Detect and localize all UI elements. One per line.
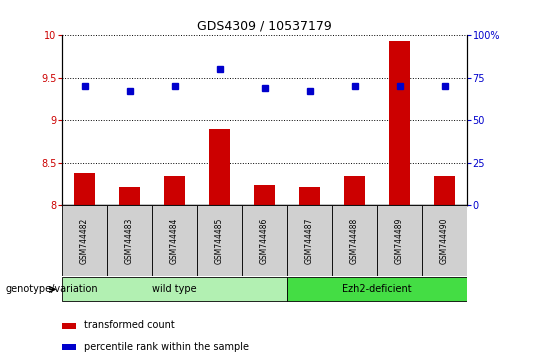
Text: genotype/variation: genotype/variation [5, 284, 98, 295]
Bar [254, 185, 275, 205]
Title: GDS4309 / 10537179: GDS4309 / 10537179 [197, 20, 332, 33]
Bar [62, 278, 287, 301]
Bar [210, 129, 230, 205]
Text: wild type: wild type [152, 284, 197, 295]
Text: GSM744482: GSM744482 [80, 218, 89, 264]
Text: GSM744483: GSM744483 [125, 217, 134, 264]
Bar [242, 205, 287, 276]
Bar [287, 278, 467, 301]
Bar [75, 173, 94, 205]
Bar [287, 205, 332, 276]
Bar [62, 323, 76, 329]
Bar [152, 205, 197, 276]
Bar [197, 205, 242, 276]
Bar [377, 205, 422, 276]
Text: GSM744487: GSM744487 [305, 217, 314, 264]
Text: GSM744485: GSM744485 [215, 217, 224, 264]
Bar [345, 176, 364, 205]
Text: transformed count: transformed count [84, 320, 175, 330]
Bar [62, 344, 76, 350]
Text: Ezh2-deficient: Ezh2-deficient [342, 284, 412, 295]
Bar [332, 205, 377, 276]
Bar [119, 187, 140, 205]
Bar [62, 205, 107, 276]
Text: GSM744486: GSM744486 [260, 217, 269, 264]
Bar [422, 205, 467, 276]
Text: GSM744488: GSM744488 [350, 218, 359, 264]
Text: GSM744484: GSM744484 [170, 217, 179, 264]
Bar [165, 176, 185, 205]
Text: GSM744489: GSM744489 [395, 217, 404, 264]
Bar [435, 176, 455, 205]
Bar [300, 187, 320, 205]
Bar [107, 205, 152, 276]
Text: percentile rank within the sample: percentile rank within the sample [84, 342, 249, 352]
Text: GSM744490: GSM744490 [440, 217, 449, 264]
Bar [389, 41, 410, 205]
